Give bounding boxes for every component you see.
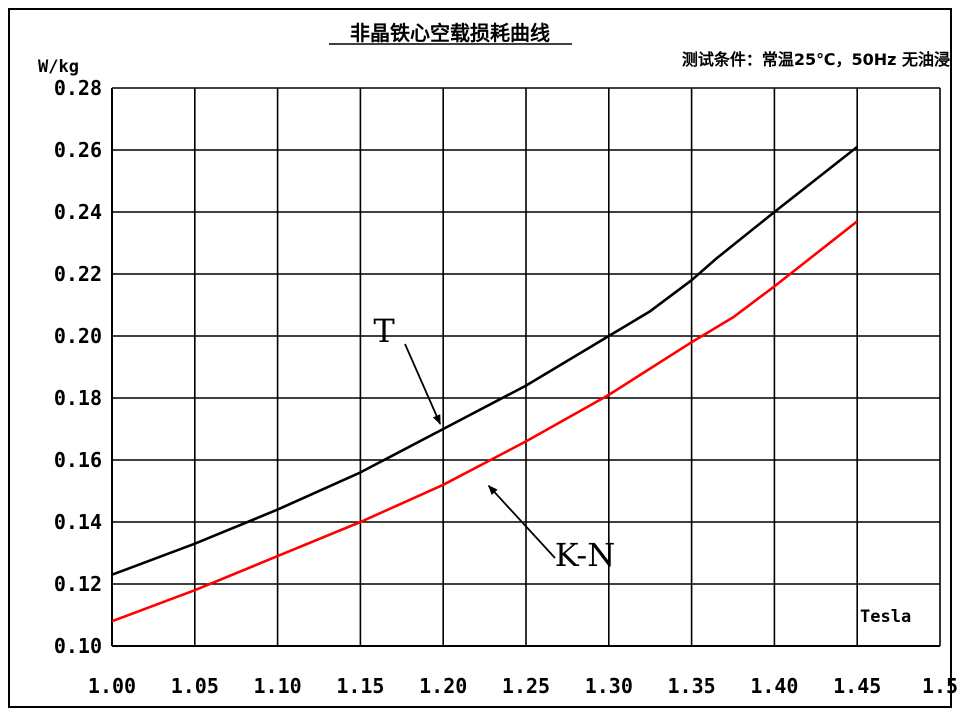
annotation-arrow-t <box>404 343 442 425</box>
x-tick-label: 1.25 <box>502 674 550 698</box>
x-tick-label: 1.40 <box>750 674 798 698</box>
y-tick-label: 0.18 <box>54 386 102 410</box>
series-line-k-n <box>111 220 859 623</box>
y-tick-label: 0.16 <box>54 448 102 472</box>
y-tick-label: 0.24 <box>54 200 102 224</box>
x-tick-label: 1.00 <box>88 674 136 698</box>
y-tick-label: 0.26 <box>54 138 102 162</box>
grid <box>111 87 941 647</box>
x-tick-label: 1.15 <box>336 674 384 698</box>
x-tick-label: 1.10 <box>254 674 302 698</box>
x-tick-label: 1.20 <box>419 674 467 698</box>
chart-frame <box>8 8 952 708</box>
y-axis-unit-label: W/kg <box>38 57 79 77</box>
series-lines <box>111 145 859 623</box>
y-tick-label: 0.22 <box>54 262 102 286</box>
y-tick-label: 0.28 <box>54 76 102 100</box>
test-conditions: 测试条件：常温25℃，50Hz 无油浸 <box>682 50 950 69</box>
x-tick-label: 1.05 <box>171 674 219 698</box>
x-tick-label: 1.30 <box>585 674 633 698</box>
annotation-arrow-k-n <box>487 484 556 559</box>
x-axis-unit-label: Tesla <box>860 607 911 627</box>
chart-title: 非晶铁心空载损耗曲线 <box>350 21 550 45</box>
annotation-label-k-n: K-N <box>555 536 615 574</box>
x-tick-label: 1.35 <box>668 674 716 698</box>
x-tick-label: 1.45 <box>833 674 881 698</box>
series-line-t <box>111 145 859 576</box>
annotation-label-t: T <box>373 312 395 350</box>
tick-labels: 1.00 1.05 1.10 1.15 1.20 1.25 1.30 1.35 1.40 1.45… <box>54 76 958 698</box>
y-tick-label: 0.20 <box>54 324 102 348</box>
annotations: T K-N <box>373 312 615 574</box>
x-tick-label: 1.5 <box>922 674 958 698</box>
y-tick-label: 0.12 <box>54 572 102 596</box>
y-tick-label: 0.10 <box>54 634 102 658</box>
y-tick-label: 0.14 <box>54 510 102 534</box>
